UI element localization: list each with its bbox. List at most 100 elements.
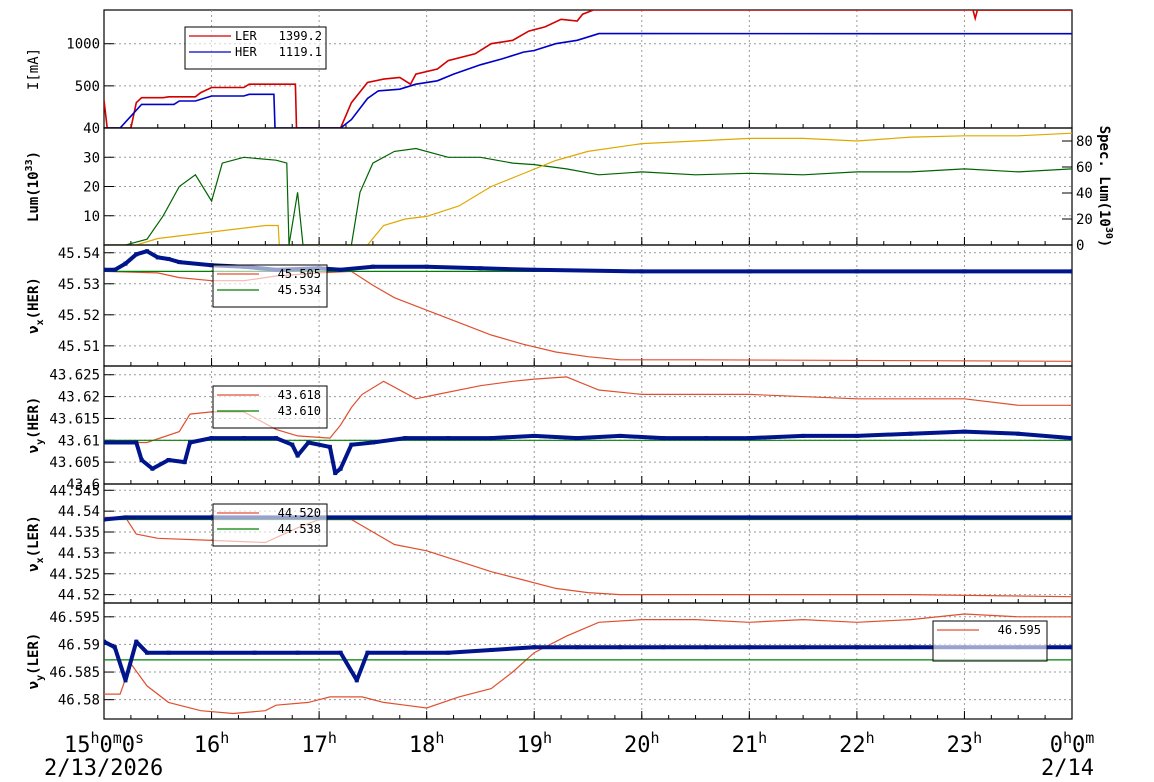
series-set-line (104, 613, 1072, 715)
series-meas-point (639, 515, 644, 520)
series-meas-point (274, 436, 279, 441)
x-tick-label: 19h (516, 729, 552, 758)
series-meas-point (446, 436, 451, 441)
y-axis-label-sub: y (35, 439, 46, 445)
x-tick-unit: h (435, 729, 444, 747)
x-tick-value: 22 (839, 733, 866, 758)
y-axis-label-greek: ν (26, 325, 42, 333)
y-axis-label: Lum(1033) (24, 151, 42, 222)
y-tick-label: 10 (83, 209, 100, 225)
series-Lum-line (104, 147, 1072, 245)
series-meas-point (801, 645, 806, 650)
x-tick-unit: s (135, 729, 144, 747)
y-axis-label-rest: (LER) (26, 515, 42, 557)
series-meas-point (134, 639, 139, 644)
x-tick-unit: h (866, 729, 875, 747)
x-tick-value: 0 (1050, 733, 1063, 758)
series-meas-point (166, 256, 171, 261)
x-tick-label: 23h (947, 729, 983, 758)
series-meas-point (618, 645, 623, 650)
x-tick-unit: h (758, 729, 767, 747)
panel-nuy_her: 43.643.60543.6143.61543.6243.625νy(HER)4… (26, 365, 1073, 493)
series-meas-point (365, 650, 370, 655)
y-tick-label: 43.625 (49, 368, 100, 384)
x-tick-label: 15h0m0s (64, 729, 144, 758)
y2-axis-label-end: ) (1096, 239, 1112, 247)
y-tick-label: 45.51 (58, 339, 100, 355)
legend-value: 43.610 (278, 404, 321, 418)
series-meas-point (704, 436, 709, 441)
series-meas-point (532, 515, 537, 520)
series-meas-point (661, 645, 666, 650)
y-axis-label-sub: x (35, 319, 46, 325)
y-axis-label: νy(HER) (26, 397, 46, 454)
series-meas-point (801, 433, 806, 438)
y-tick-label: 45.52 (58, 308, 100, 324)
series-meas-point (188, 440, 193, 445)
y-axis-label: νx(HER) (26, 277, 46, 334)
y-axis-label-sub: y (35, 675, 46, 681)
series-meas-point (1070, 645, 1072, 650)
series-meas-point (139, 457, 144, 462)
x-tick-value: 15 (64, 733, 91, 758)
y-axis-label-greek: ν (26, 563, 42, 571)
series-set-line (104, 270, 1072, 362)
legend-name: LER (235, 29, 257, 43)
x-tick-value: 23 (947, 733, 974, 758)
series-meas-point (145, 249, 150, 254)
series-meas-point (295, 650, 300, 655)
y-tick-label: 44.535 (49, 525, 100, 541)
x-tick-value: 20 (624, 733, 651, 758)
series-meas-point (854, 269, 859, 274)
y-tick-label: 46.58 (58, 693, 100, 709)
legend-box (212, 503, 328, 547)
x-tick-value: 16 (194, 733, 221, 758)
series-meas-point (252, 650, 257, 655)
series-meas-point (747, 436, 752, 441)
legend-box (932, 620, 1048, 662)
y2-axis-label: Spec. Lum(1030) (1096, 126, 1114, 248)
series-group (104, 132, 1072, 245)
y2-axis-label-main: Spec. Lum(10 (1096, 126, 1112, 227)
y-tick-label: 44.53 (58, 546, 100, 562)
panels: 500 1000 I[mA] LER 1399.2 HER 1119.1 10 20 30 40 0 2… (24, 9, 1114, 720)
y-axis-label-main: Lum(10 (26, 171, 42, 222)
series-meas-point (532, 267, 537, 272)
series-meas-point (134, 252, 139, 257)
series-meas-point (575, 436, 580, 441)
series-meas-point (166, 650, 171, 655)
series-meas-point (962, 269, 967, 274)
date-start-label: 2/13/2026 (44, 756, 163, 781)
y2-axis-label-sup: 30 (1103, 227, 1114, 239)
series-meas-point (327, 444, 332, 449)
series-meas-point (403, 650, 408, 655)
y-tick-label: 43.605 (49, 455, 100, 471)
x-tick-unit: h (543, 729, 552, 747)
y-axis-label: νy(LER) (26, 633, 46, 690)
series-meas-point (1016, 431, 1021, 436)
y2-tick-label: 60 (1076, 160, 1093, 176)
series-meas-point (854, 645, 859, 650)
series-meas-point (403, 436, 408, 441)
series-meas-point (854, 433, 859, 438)
legend: 45.505 45.534 (212, 264, 328, 308)
series-meas-point (123, 261, 128, 266)
series-meas-point (338, 466, 343, 471)
x-tick-unit: h (328, 729, 337, 747)
series-meas-point (908, 431, 913, 436)
series-meas-point (1070, 515, 1072, 520)
y-axis-label-greek: ν (26, 445, 42, 453)
series-meas-point (112, 267, 117, 272)
y-axis-label-rest: (LER) (26, 633, 42, 675)
x-tick-label: 22h (839, 729, 875, 758)
series-meas-point (104, 267, 106, 272)
series-meas-point (290, 442, 295, 447)
series-meas-point (177, 260, 182, 265)
y2-tick-label: 40 (1076, 186, 1093, 202)
legend-box (212, 385, 328, 429)
legend-value: 44.520 (278, 506, 321, 520)
date-end-label: 2/14 (1041, 756, 1094, 781)
